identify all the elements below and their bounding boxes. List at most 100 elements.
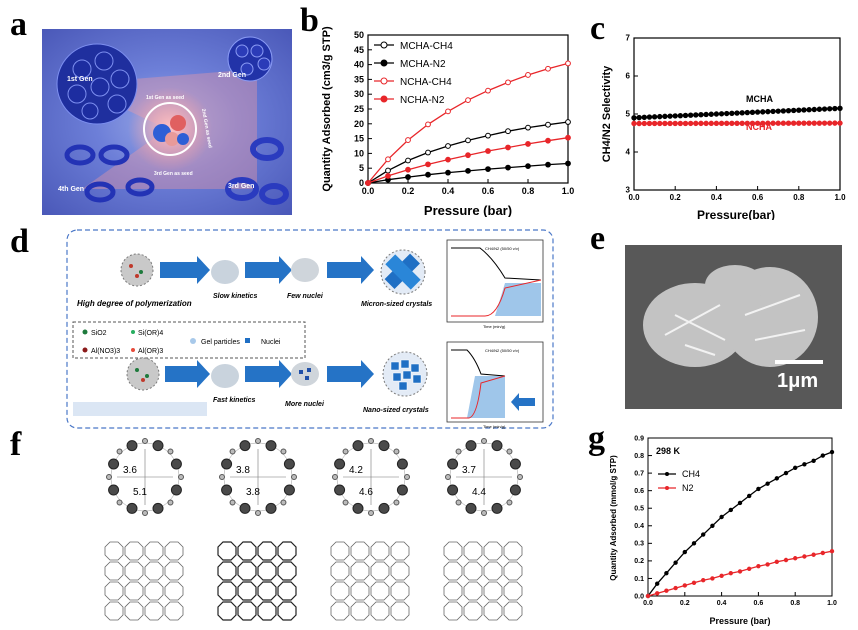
gel-top — [211, 260, 239, 284]
chart-g-legend-marker — [665, 472, 669, 476]
ring-oxygen — [178, 474, 184, 480]
c-point — [703, 111, 709, 118]
ring-atom — [152, 502, 164, 514]
framework-cage — [503, 601, 523, 621]
g-point — [811, 458, 816, 464]
c-point — [806, 107, 812, 113]
chart-c-annot-ncha: NCHA — [746, 122, 772, 132]
c-point — [641, 114, 647, 121]
chart-b-legend-label: NCHA-N2 — [400, 95, 445, 106]
c-point — [780, 120, 787, 126]
c-xtick-label: 0.4 — [711, 193, 723, 202]
g-point — [811, 552, 816, 557]
c-point — [806, 120, 812, 126]
panel-label-e: e — [590, 220, 606, 257]
c-point — [657, 113, 663, 120]
g-xtick-label: 0.2 — [680, 600, 690, 607]
framework-cage — [330, 561, 350, 581]
c-point — [718, 111, 725, 117]
g-point — [673, 560, 678, 565]
c-point — [744, 120, 751, 126]
framework-cage — [370, 581, 390, 601]
b-point — [505, 128, 511, 135]
c-point — [811, 120, 817, 126]
c-point — [785, 120, 792, 126]
ring-oxygen — [517, 474, 523, 480]
g-point — [756, 486, 761, 492]
g-point — [682, 549, 688, 555]
c-point — [662, 113, 668, 120]
ring-oxygen — [142, 510, 148, 516]
precursor-top — [120, 253, 154, 287]
schematic-legend — [72, 321, 306, 359]
c-xtick-label: 1.0 — [834, 193, 846, 202]
ring-atom — [396, 484, 408, 496]
ring-atom — [152, 440, 164, 452]
c-point — [667, 113, 673, 119]
ring-atom — [491, 440, 503, 452]
framework-cage — [144, 601, 164, 621]
ring-oxygen — [280, 499, 287, 506]
ring-atom — [447, 484, 459, 496]
nano-crystals-text: Nano-sized crystals — [363, 407, 429, 414]
c-point — [672, 113, 678, 119]
ring-oxygen — [455, 499, 462, 506]
c-point — [821, 120, 828, 126]
c-point — [682, 120, 689, 127]
c-point — [724, 110, 730, 117]
ring-oxygen — [255, 438, 261, 444]
b-point — [425, 171, 431, 178]
c-point — [657, 120, 663, 127]
g-point — [691, 580, 697, 586]
chart-b-legend-marker — [380, 77, 388, 85]
chart-b-ylabel: Quantity Adsorbed (cm3/g STP) — [321, 26, 333, 192]
c-point — [646, 120, 653, 127]
framework-cage — [483, 541, 503, 561]
panel-label-a: a — [10, 6, 27, 43]
c-point — [775, 108, 781, 114]
b-point — [565, 119, 571, 125]
framework-cage — [257, 561, 277, 581]
ring-oxygen — [506, 499, 513, 506]
c-point — [729, 110, 735, 116]
framework-cage — [237, 601, 257, 621]
gen4-label: 4th Gen — [58, 186, 84, 193]
c-point — [827, 106, 833, 112]
g-ytick-label: 0.7 — [634, 470, 644, 477]
c-point — [785, 107, 792, 114]
g-point — [765, 562, 770, 567]
ring-oxygen — [455, 448, 462, 455]
b-point — [385, 172, 391, 179]
b-point — [485, 148, 491, 154]
b-ytick-label: 15 — [354, 134, 364, 144]
framework-cage — [390, 581, 410, 601]
framework-cage — [350, 581, 370, 601]
first-gen-crystal — [56, 43, 138, 125]
b-point — [465, 167, 471, 174]
c-point — [641, 120, 647, 127]
c-point — [708, 120, 714, 127]
third-gen-crystals — [225, 137, 289, 205]
ring-atom — [108, 484, 120, 496]
b-ytick-label: 5 — [359, 163, 364, 173]
c-point — [765, 108, 771, 115]
ring-oxygen — [142, 438, 148, 444]
c-point — [816, 120, 823, 126]
c-point — [693, 120, 699, 127]
g-point — [747, 566, 752, 571]
framework-cage — [124, 561, 144, 581]
framework-cage — [330, 541, 350, 561]
gen1-label: 1st Gen — [67, 76, 93, 83]
b-xtick-label: 0.4 — [442, 186, 455, 196]
framework-cage — [350, 561, 370, 581]
c-point — [713, 120, 720, 127]
framework-cage — [443, 561, 463, 581]
g-point — [737, 569, 743, 574]
ring-dimension-b: 4.6 — [359, 487, 373, 498]
ring-atom — [265, 440, 277, 452]
c-point — [801, 120, 807, 126]
g-point — [829, 449, 835, 455]
ring-atom — [465, 440, 477, 452]
c-point — [667, 120, 673, 127]
b-ytick-label: 35 — [354, 74, 364, 84]
